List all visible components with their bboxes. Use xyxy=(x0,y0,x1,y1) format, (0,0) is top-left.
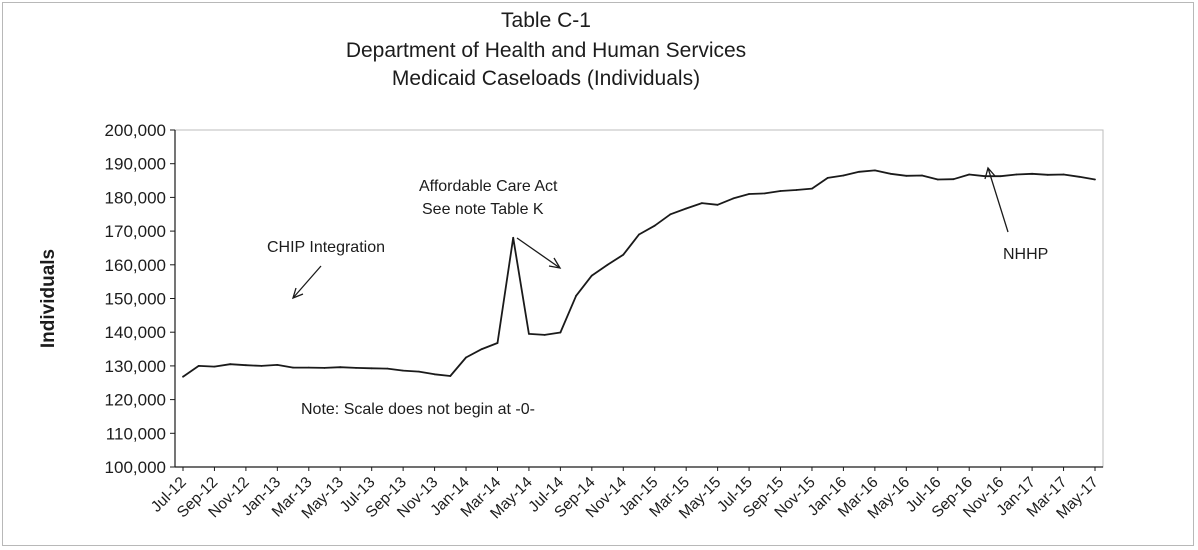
y-tick-label: 190,000 xyxy=(105,155,166,174)
data-point xyxy=(575,294,577,297)
data-point xyxy=(418,370,420,373)
data-point xyxy=(323,367,326,369)
y-tick-label: 150,000 xyxy=(105,290,166,309)
data-point xyxy=(590,274,593,277)
data-point xyxy=(307,366,310,369)
data-point xyxy=(763,192,766,195)
data-point xyxy=(1078,175,1081,178)
y-tick-label: 110,000 xyxy=(106,424,166,443)
data-point xyxy=(339,366,342,369)
data-point xyxy=(528,333,530,335)
y-tick-label: 120,000 xyxy=(105,391,166,410)
data-point xyxy=(402,369,404,372)
annotation-nhhp: NHHP xyxy=(1003,246,1048,263)
data-point xyxy=(936,178,939,181)
data-point xyxy=(826,177,829,179)
data-point xyxy=(638,233,640,236)
data-point xyxy=(732,197,735,200)
data-point xyxy=(842,174,845,177)
data-point xyxy=(449,375,452,377)
data-point xyxy=(889,172,892,175)
data-point xyxy=(858,170,860,173)
annotation-chip-arrowhead xyxy=(291,287,304,300)
chart-title-line-3: Medicaid Caseloads (Individuals) xyxy=(391,67,701,90)
data-point xyxy=(543,334,546,336)
data-point xyxy=(182,375,184,378)
annotation-nhhp-arrowhead xyxy=(984,166,996,180)
data-point xyxy=(292,366,294,369)
y-tick-label: 180,000 xyxy=(105,188,166,207)
data-point xyxy=(465,356,467,359)
data-point xyxy=(952,178,955,181)
data-point xyxy=(716,203,719,206)
data-point xyxy=(1094,178,1096,181)
data-point xyxy=(386,367,389,370)
data-point xyxy=(1062,173,1065,176)
annotation-nhhp-arrow-shaft xyxy=(987,167,1009,233)
data-point xyxy=(559,331,562,334)
data-point xyxy=(669,213,672,216)
chart-title-line-2: Department of Health and Human Services xyxy=(345,39,747,62)
data-point xyxy=(512,236,515,239)
annotation-chip-arrow-shaft xyxy=(292,265,322,299)
data-point xyxy=(685,207,688,210)
data-point xyxy=(260,365,263,367)
annotation-aca-line-2: See note Table K xyxy=(422,201,544,218)
data-point xyxy=(213,365,216,368)
annotation-scale-note: Note: Scale does not begin at -0- xyxy=(301,401,535,418)
y-tick-label: 160,000 xyxy=(105,256,166,275)
chart-title-line-1: Table C-1 xyxy=(501,9,591,32)
y-tick-label: 170,000 xyxy=(105,222,166,241)
data-point xyxy=(968,173,971,176)
y-tick-label: 200,000 xyxy=(105,121,166,140)
data-point xyxy=(701,202,703,205)
data-point xyxy=(370,367,373,370)
data-point xyxy=(480,348,483,350)
x-axis: Jul-12Sep-12Nov-12Jan-13Mar-13May-13Jul-… xyxy=(148,466,1103,522)
annotation-chip-integration: CHIP Integration xyxy=(267,239,385,256)
data-point xyxy=(999,175,1002,178)
data-point xyxy=(245,364,247,367)
data-point xyxy=(1031,172,1033,175)
y-tick-label: 100,000 xyxy=(105,458,166,477)
data-point xyxy=(1015,173,1018,176)
y-tick-label: 130,000 xyxy=(105,357,166,376)
annotation-aca-arrow-shaft xyxy=(516,237,561,269)
series-layer xyxy=(182,169,1096,378)
data-point xyxy=(622,253,625,256)
data-point xyxy=(496,342,499,344)
data-point xyxy=(653,224,656,227)
annotation-aca-line-1: Affordable Care Act xyxy=(419,178,558,195)
data-point xyxy=(276,364,279,366)
y-tick-label: 140,000 xyxy=(105,323,166,342)
data-point xyxy=(433,373,436,376)
y-axis-label: Individuals xyxy=(38,249,59,348)
y-axis: 100,000 110,000 120,000 130,000 140,000 150,0… xyxy=(105,121,176,477)
data-point xyxy=(197,365,200,367)
data-point xyxy=(921,174,923,177)
data-point xyxy=(1046,173,1049,176)
data-point xyxy=(779,190,782,192)
data-point xyxy=(905,174,908,177)
data-point xyxy=(795,189,798,191)
data-point xyxy=(748,193,750,195)
annotation-aca-arrowhead xyxy=(548,257,562,269)
data-point xyxy=(229,363,232,366)
data-point xyxy=(811,187,813,190)
caseload-series-line xyxy=(182,169,1096,378)
data-point xyxy=(874,169,876,172)
data-point xyxy=(355,367,357,369)
data-point xyxy=(606,263,609,266)
